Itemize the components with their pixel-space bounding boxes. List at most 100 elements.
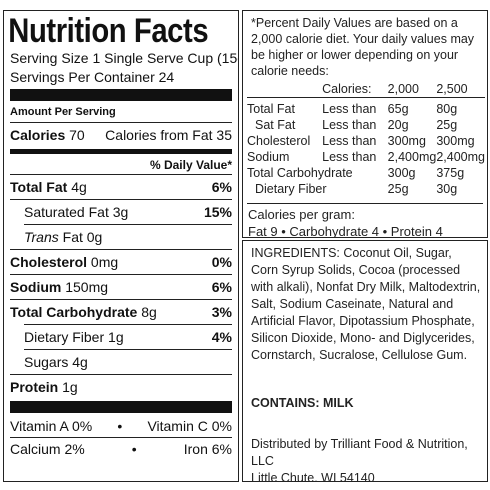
amount-per-serving: Amount Per Serving — [10, 106, 116, 118]
nutrient-row-total-carbohydrate: Total Carbohydrate 8g 3% — [4, 300, 238, 324]
row-name: Dietary Fiber — [255, 182, 327, 196]
divider — [24, 349, 232, 350]
daily-values-header-row: Calories: 2,000 2,500 — [247, 81, 485, 98]
nutrient-amount: 8g — [141, 304, 157, 320]
bullet: • — [131, 441, 137, 457]
row-2500: 375g — [436, 166, 465, 180]
row-name: Cholesterol — [247, 134, 311, 148]
ingredients-panel: INGREDIENTS: Coconut Oil, Sugar, Corn Sy… — [242, 240, 488, 482]
nutrient-amount: 3g — [112, 204, 129, 220]
row-2000: 20g — [387, 118, 409, 132]
calories-label: Calories — [10, 127, 66, 143]
vitamin-right: Vitamin C 0% — [147, 418, 232, 434]
header-label: Calories: — [322, 82, 372, 96]
bullet: • — [117, 418, 123, 434]
nutrient-label: Dietary Fiber — [24, 329, 105, 345]
distributor: Distributed by Trilliant Food & Nutritio… — [251, 437, 468, 468]
vitamin-right: Iron 6% — [183, 441, 232, 457]
daily-values-intro: *Percent Daily Values are based on a 2,0… — [251, 16, 475, 78]
row-name: Total Carbohydrate — [247, 166, 353, 180]
divider — [10, 199, 232, 200]
row-name: Total Fat — [247, 102, 295, 116]
calories-value: 70 — [69, 127, 85, 143]
row-2500: 30g — [436, 182, 458, 196]
nutrient-row-saturated-fat: Saturated Fat 3g 15% — [4, 200, 238, 224]
nutrient-row-sodium: Sodium 150mg 6% — [4, 275, 238, 299]
calories-per-gram-values: Fat 9 • Carbohydrate 4 • Protein 4 — [248, 224, 443, 238]
nutrient-label: Protein — [10, 379, 59, 395]
address: Little Chute, WI 54140 — [251, 471, 375, 482]
nutrient-amount: 1g — [108, 329, 124, 345]
row-2000: 300g — [387, 166, 416, 180]
nutrient-label: Saturated Fat — [24, 204, 109, 220]
thick-divider — [10, 401, 232, 413]
nutrient-amount: 150mg — [65, 279, 109, 295]
row-name: Sat Fat — [255, 118, 296, 132]
row-cond: Less than — [322, 150, 377, 164]
nutrient-label: Sodium — [10, 279, 62, 295]
row-name: Sodium — [247, 150, 290, 164]
row-2500: 80g — [436, 102, 458, 116]
nutrient-label: Sugars — [24, 354, 69, 370]
divider — [247, 203, 483, 204]
row-cond: Less than — [322, 118, 377, 132]
contains-allergen: CONTAINS: MILK — [251, 396, 354, 410]
row-cond: Less than — [322, 134, 377, 148]
nutrient-amount: 1g — [62, 379, 78, 395]
nutrient-dv: 4% — [211, 329, 232, 345]
nutrient-row-protein: Protein 1g — [4, 375, 238, 399]
daily-value-header: % Daily Value* — [149, 158, 232, 172]
header-2500: 2,500 — [436, 82, 468, 96]
nutrient-row-cholesterol: Cholesterol 0mg 0% — [4, 250, 238, 274]
header-2000: 2,000 — [387, 82, 419, 96]
table-row: Sat Fat Less than 20g 25g — [247, 117, 485, 133]
table-row: Total Fat Less than 65g 80g — [247, 101, 485, 117]
row-2000: 65g — [387, 102, 409, 116]
table-row: Total Carbohydrate 300g 375g — [247, 165, 485, 181]
nutrient-amount: 4g — [71, 179, 87, 195]
nutrient-dv: 0% — [211, 254, 232, 270]
row-cond: Less than — [322, 102, 377, 116]
vitamin-left: Calcium 2% — [10, 441, 85, 457]
servings-per-container: Servings Per Container 24 — [10, 69, 175, 85]
nutrient-dv: 6% — [211, 279, 232, 295]
serving-size: Serving Size 1 Single Serve Cup (15g) — [10, 50, 239, 66]
row-2500: 25g — [436, 118, 458, 132]
table-row: Cholesterol Less than 300mg 300mg — [247, 133, 485, 149]
row-2000: 2,400mg — [387, 150, 437, 164]
nutrient-dv: 3% — [211, 304, 232, 320]
row-2500: 300mg — [436, 134, 475, 148]
divider — [24, 224, 232, 225]
vitamin-left: Vitamin A 0% — [10, 418, 93, 434]
nutrient-row-dietary-fiber: Dietary Fiber 1g 4% — [4, 325, 238, 349]
table-row: Sodium Less than 2,400mg 2,400mg — [247, 149, 485, 165]
divider — [10, 437, 232, 438]
nutrient-row-total-fat: Total Fat 4g 6% — [4, 175, 238, 199]
row-2000: 25g — [387, 182, 409, 196]
divider — [10, 122, 232, 123]
nutrition-facts-title: Nutrition Facts — [8, 12, 209, 50]
row-2500: 2,400mg — [436, 150, 485, 164]
nutrient-amount: Fat 0g — [62, 229, 103, 245]
nutrient-row-sugars: Sugars 4g — [4, 350, 238, 374]
divider — [10, 174, 232, 175]
nutrient-label: Trans — [24, 229, 59, 245]
medium-divider — [10, 149, 232, 154]
divider — [24, 324, 232, 325]
nutrient-row-trans-fat: Trans Fat 0g — [4, 225, 238, 249]
ingredients-text: INGREDIENTS: Coconut Oil, Sugar, Corn Sy… — [251, 246, 481, 362]
divider — [10, 374, 232, 375]
vitamin-row: Calcium 2% • Iron 6% — [4, 438, 238, 460]
daily-values-table: Calories: 2,000 2,500 Total Fat Less tha… — [247, 81, 485, 197]
calories-from-fat: Calories from Fat 35 — [105, 127, 232, 143]
thick-divider — [10, 89, 232, 101]
nutrient-label: Total Fat — [10, 179, 68, 195]
nutrient-dv: 6% — [211, 179, 232, 195]
nutrient-amount: 4g — [72, 354, 88, 370]
nutrition-facts-panel: Nutrition Facts Serving Size 1 Single Se… — [3, 10, 239, 482]
nutrient-amount: 0mg — [90, 254, 119, 270]
nutrient-label: Cholesterol — [10, 254, 88, 270]
divider — [10, 249, 232, 250]
nutrient-label: Total Carbohydrate — [10, 304, 138, 320]
calories-per-gram-label: Calories per gram: — [248, 207, 355, 222]
